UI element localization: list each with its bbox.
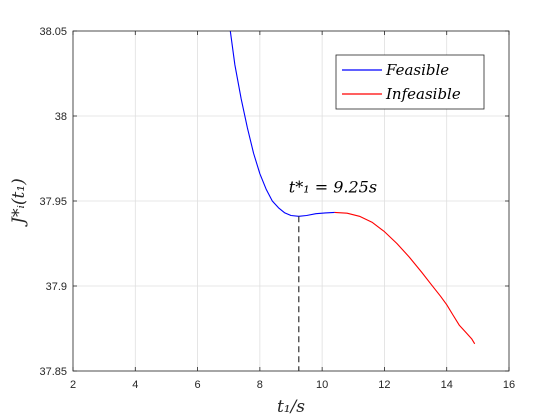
x-axis-label: t₁/s bbox=[277, 397, 305, 417]
y-tick-label: 37.85 bbox=[39, 366, 67, 378]
y-tick-label: 37.9 bbox=[46, 281, 67, 293]
annotation-label: t*₁ = 9.25s bbox=[289, 177, 377, 196]
series-line-feasible bbox=[229, 30, 335, 217]
ticks-group: 2 4 6 8 10 12 14 16 37.85 37.9 37.95 38 38.05 bbox=[39, 26, 515, 391]
y-tick-label: 38.05 bbox=[39, 26, 67, 38]
x-tick-label: 16 bbox=[503, 379, 515, 391]
series-group bbox=[229, 30, 476, 345]
x-tick-label: 12 bbox=[378, 379, 390, 391]
x-tick-label: 14 bbox=[441, 379, 453, 391]
x-tick-label: 4 bbox=[132, 379, 138, 391]
legend-label-feasible: Feasible bbox=[385, 61, 449, 79]
legend: Feasible Infeasible bbox=[335, 54, 485, 110]
y-tick-label: 38 bbox=[55, 111, 67, 123]
x-tick-label: 6 bbox=[195, 379, 201, 391]
x-tick-label: 8 bbox=[257, 379, 263, 391]
series-line-infeasible bbox=[334, 211, 476, 345]
annotations-group: t*₁ = 9.25s bbox=[289, 177, 377, 371]
legend-label-infeasible: Infeasible bbox=[385, 85, 461, 103]
x-tick-label: 2 bbox=[70, 379, 76, 391]
legend-box bbox=[335, 54, 485, 110]
y-tick-label: 37.95 bbox=[39, 196, 67, 208]
y-axis-label: J*ᵢ(t₁) bbox=[9, 178, 29, 227]
x-tick-label: 10 bbox=[316, 379, 328, 391]
